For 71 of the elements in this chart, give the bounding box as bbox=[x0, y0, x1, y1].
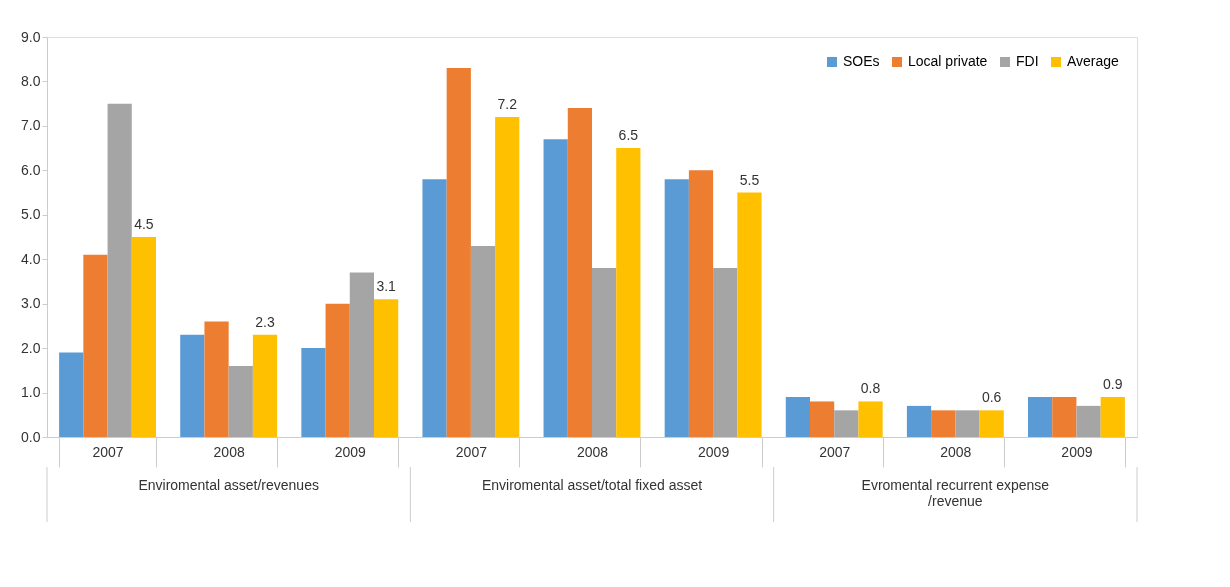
text: Evromental recurrent expense /revenue bbox=[861, 477, 1050, 509]
legend-label: Local private bbox=[908, 53, 988, 69]
text: Enviromental asset/total fixed asset bbox=[481, 477, 703, 493]
bar bbox=[204, 321, 229, 437]
bar bbox=[785, 397, 810, 437]
text: Enviromental asset/revenues bbox=[138, 477, 319, 493]
x-tick-label: 2009 bbox=[698, 443, 730, 460]
y-tick-label: 7.0 bbox=[21, 117, 41, 134]
bar bbox=[301, 348, 326, 437]
y-tick-label: 5.0 bbox=[21, 206, 41, 223]
bar bbox=[906, 405, 932, 437]
x-tick-label: 2009 bbox=[334, 443, 367, 460]
bar bbox=[325, 303, 350, 437]
bar bbox=[955, 410, 980, 437]
data-label: 0.8 bbox=[860, 380, 881, 397]
bar bbox=[1052, 397, 1077, 437]
data-label: 7.2 bbox=[497, 96, 518, 112]
x-tick-label: 2009 bbox=[1061, 443, 1093, 460]
x-tick-label: 2007 bbox=[819, 443, 851, 460]
bar bbox=[470, 245, 496, 437]
data-label: 3.1 bbox=[376, 278, 397, 295]
bar bbox=[931, 410, 956, 437]
y-tick-label: 6.0 bbox=[21, 161, 41, 178]
data-label: 6.5 bbox=[618, 127, 639, 144]
data-label: 0.6 bbox=[981, 389, 1002, 406]
bar bbox=[374, 299, 399, 437]
bar bbox=[83, 254, 108, 437]
legend-label: Average bbox=[1067, 53, 1120, 69]
bar bbox=[713, 268, 738, 437]
bar bbox=[592, 268, 617, 437]
x-tick-label: 2008 bbox=[576, 443, 609, 460]
bar bbox=[180, 334, 205, 437]
bar bbox=[567, 108, 592, 437]
x-tick-label: 2007 bbox=[455, 443, 488, 460]
bar bbox=[59, 352, 84, 437]
bar bbox=[495, 117, 520, 437]
bar bbox=[616, 148, 641, 437]
y-tick-label: 8.0 bbox=[21, 72, 41, 89]
x-tick-label: 2007 bbox=[92, 443, 124, 460]
bar bbox=[228, 365, 253, 437]
y-tick-label: 9.0 bbox=[21, 28, 41, 45]
data-label: 2.3 bbox=[255, 313, 275, 330]
bar bbox=[858, 401, 883, 437]
bar bbox=[107, 103, 132, 437]
y-tick-label: 1.0 bbox=[21, 384, 41, 401]
bar bbox=[543, 139, 568, 437]
legend-label: SOEs bbox=[843, 53, 880, 69]
bar bbox=[688, 170, 714, 437]
data-label: 0.9 bbox=[1103, 376, 1123, 392]
bar bbox=[1100, 397, 1125, 437]
bar bbox=[979, 410, 1004, 437]
legend-label: FDI bbox=[1016, 53, 1039, 69]
bar bbox=[664, 179, 689, 437]
bar bbox=[446, 68, 471, 437]
bar bbox=[422, 179, 447, 437]
bar bbox=[1028, 397, 1053, 437]
y-tick-label: 2.0 bbox=[21, 339, 41, 356]
y-tick-label: 3.0 bbox=[21, 295, 41, 312]
bar bbox=[834, 410, 859, 437]
bar bbox=[810, 401, 835, 437]
bar bbox=[737, 192, 762, 437]
bar bbox=[252, 334, 278, 437]
bar bbox=[349, 272, 374, 437]
bar bbox=[131, 237, 156, 437]
data-label: 4.5 bbox=[134, 216, 154, 232]
x-tick-label: 2008 bbox=[213, 443, 245, 460]
x-tick-label: 2008 bbox=[940, 443, 972, 460]
bar bbox=[1076, 405, 1101, 437]
y-tick-label: 4.0 bbox=[21, 250, 41, 267]
data-label: 5.5 bbox=[739, 171, 760, 188]
y-tick-label: 0.0 bbox=[21, 428, 41, 445]
